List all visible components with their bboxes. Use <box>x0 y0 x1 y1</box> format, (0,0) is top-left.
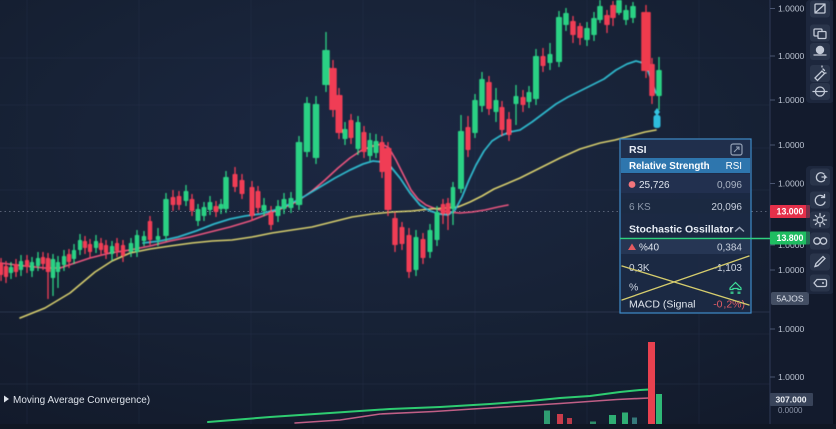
svg-text:Stochastic Ossillator: Stochastic Ossillator <box>629 224 733 236</box>
svg-text:-1,103: -1,103 <box>714 263 743 274</box>
svg-text:1.0000: 1.0000 <box>778 372 805 382</box>
svg-text:20,096: 20,096 <box>711 202 742 213</box>
svg-text:MACD (Signal: MACD (Signal <box>629 299 696 311</box>
svg-text:-0 ,2%): -0 ,2%) <box>713 299 745 311</box>
svg-text:%40: %40 <box>639 243 659 254</box>
svg-text:RSI: RSI <box>629 144 647 156</box>
svg-text:1.0000: 1.0000 <box>778 240 805 250</box>
svg-text:0,096: 0,096 <box>717 180 742 191</box>
svg-text:1.0000: 1.0000 <box>778 324 805 334</box>
svg-text:25,726: 25,726 <box>639 180 670 191</box>
svg-text:0,3K: 0,3K <box>629 263 650 274</box>
svg-text:13.800: 13.800 <box>777 233 804 243</box>
svg-text:Relative Strength: Relative Strength <box>629 161 710 172</box>
svg-text:%: % <box>629 282 638 294</box>
svg-text:1.0000: 1.0000 <box>778 140 805 150</box>
svg-text:0,384: 0,384 <box>717 243 742 254</box>
svg-text:Moving Average Convergence): Moving Average Convergence) <box>13 395 150 406</box>
svg-text:1.0000: 1.0000 <box>778 265 805 275</box>
svg-text:1.0000: 1.0000 <box>778 95 805 105</box>
svg-text:RSI: RSI <box>726 161 742 172</box>
svg-text:6 KS: 6 KS <box>629 202 651 213</box>
svg-text:1.0000: 1.0000 <box>778 4 805 14</box>
svg-text:307.000: 307.000 <box>775 395 806 405</box>
svg-text:0.0000: 0.0000 <box>778 406 803 415</box>
svg-text:1.0000: 1.0000 <box>778 51 805 61</box>
svg-text:13.000: 13.000 <box>777 207 804 217</box>
svg-text:5AJOS: 5AJOS <box>776 294 803 304</box>
svg-text:1.0000: 1.0000 <box>778 179 805 189</box>
